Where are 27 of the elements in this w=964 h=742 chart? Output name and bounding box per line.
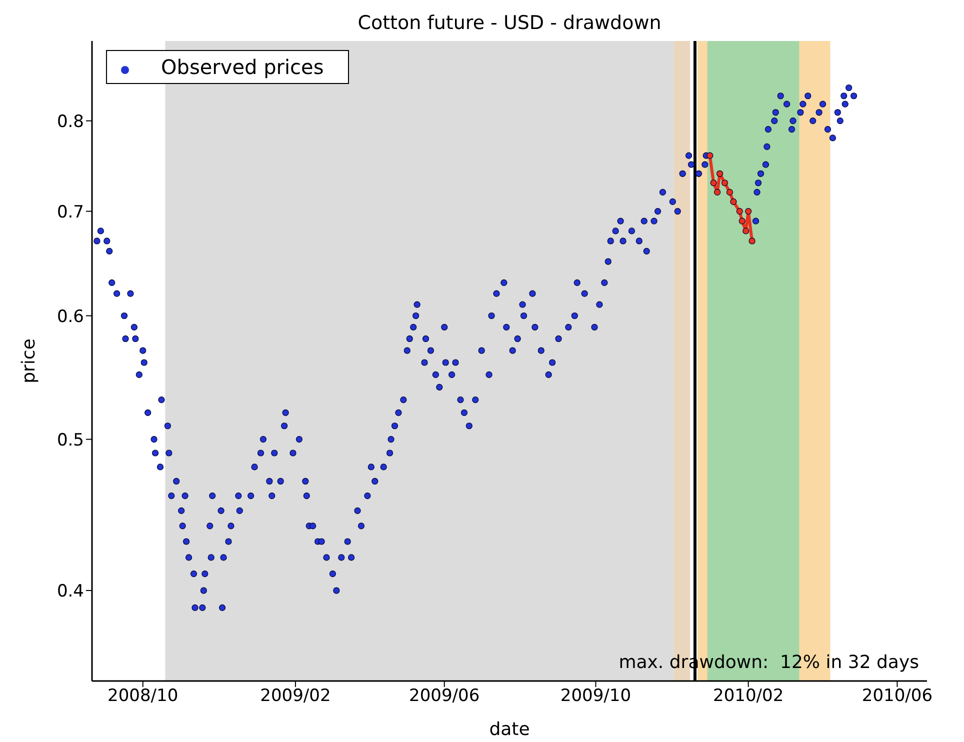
x-tick-label: 2010/02 [713,686,784,706]
y-tick-label: 0.5 [56,430,84,450]
point [738,218,746,224]
x-tick-label: 2010/06 [862,686,933,706]
x-tick-label: 2009/10 [560,686,632,706]
y-axis-title: price [18,338,40,384]
point [730,198,737,205]
legend-label: Observed prices [161,55,324,79]
y-tick-label: 0.6 [56,306,84,327]
y-tick-label: 0.7 [56,202,84,222]
y-tick-label: 0.8 [56,112,84,132]
point [736,208,743,215]
y-tick-label: 0.4 [56,582,84,602]
point [706,152,714,159]
point [710,180,717,186]
x-axis-title: date [489,719,530,740]
chart-title: Cotton future - USD - drawdown [356,11,662,36]
point [716,170,724,177]
point [742,228,750,234]
point [726,188,734,196]
point [745,208,752,215]
point [721,180,728,186]
point [748,238,756,244]
x-tick-label: 2008/10 [108,686,178,706]
x-tick-label: 2009/02 [260,686,331,706]
x-tick-label: 2009/06 [409,686,480,706]
point [714,188,721,196]
